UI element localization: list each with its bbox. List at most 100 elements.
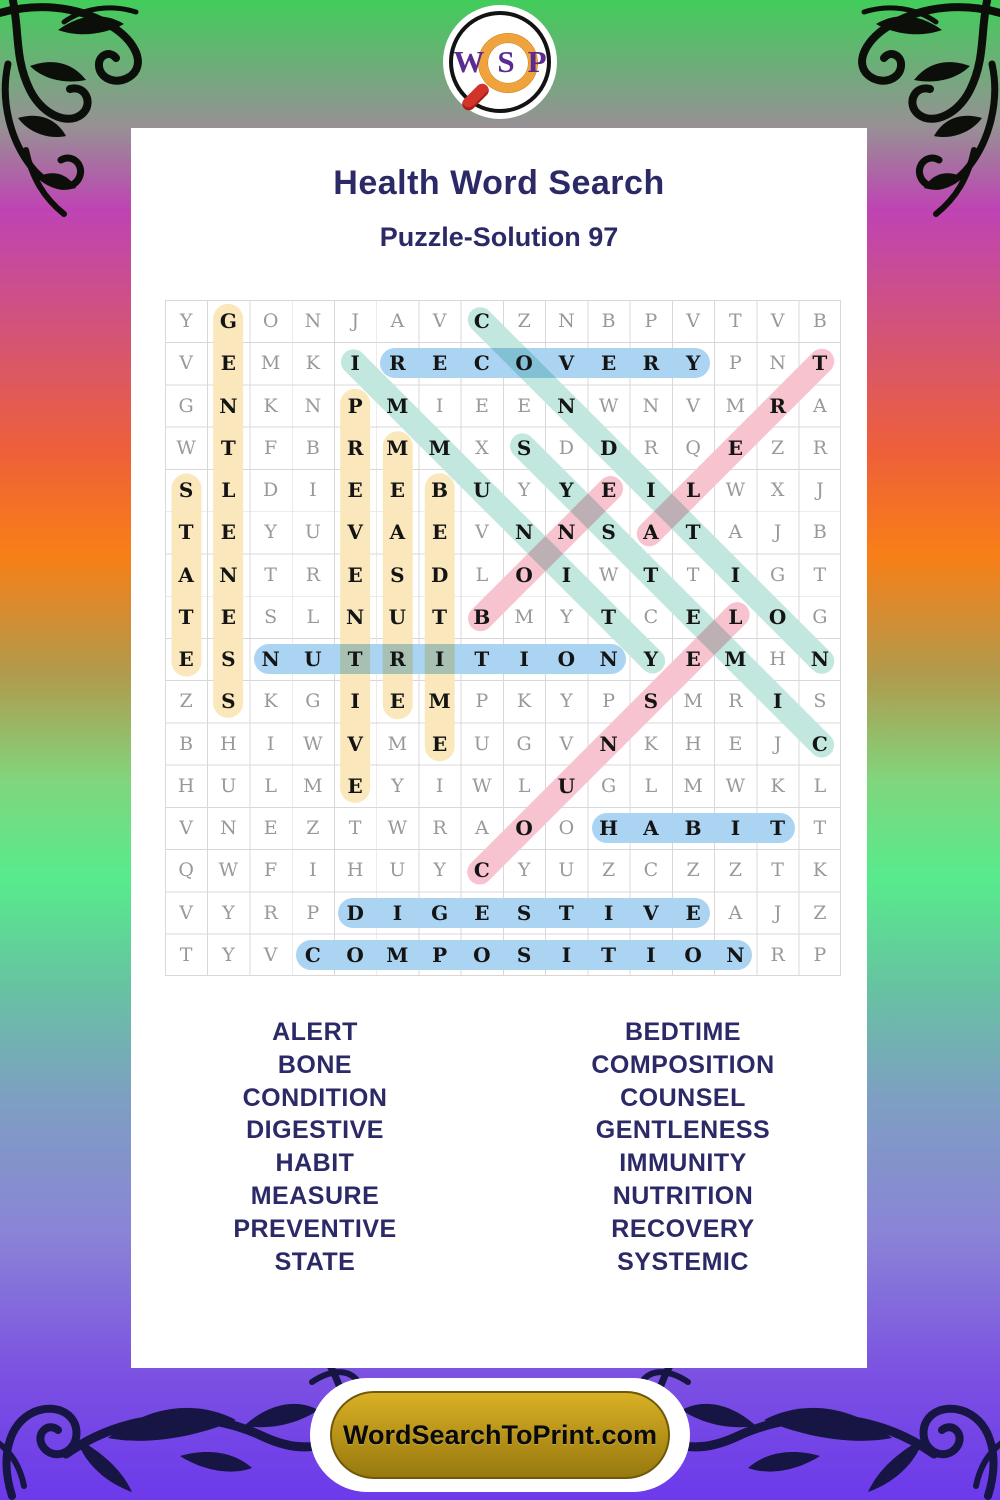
grid-cell: U [389, 859, 406, 882]
grid-cell: T [178, 520, 194, 545]
grid-cell: A [475, 817, 489, 840]
grid-cell: G [812, 605, 828, 628]
grid-cell: N [304, 310, 322, 333]
grid-cell: S [516, 900, 532, 925]
word-list-item: IMMUNITY [619, 1149, 747, 1178]
grid-cell: R [346, 435, 364, 460]
grid-cell: A [643, 520, 659, 545]
grid-cell: S [390, 562, 405, 587]
grid-cell: E [347, 773, 363, 798]
grid-cell: N [557, 520, 576, 545]
grid-cell: M [386, 942, 409, 967]
grid-cell: I [561, 942, 572, 967]
grid-cell: D [430, 562, 449, 587]
grid-cell: B [812, 310, 827, 333]
grid-cell: W [387, 817, 408, 840]
grid-cell: A [728, 521, 743, 544]
grid-cell: T [432, 604, 448, 629]
word-list-item: CONDITION [242, 1083, 388, 1112]
grid-cell: T [812, 351, 828, 376]
grid-cell: N [514, 520, 534, 545]
grid-cell: K [643, 732, 658, 755]
grid-cell: P [475, 690, 489, 713]
grid-cell: K [263, 690, 278, 713]
grid-cell: S [601, 520, 616, 545]
grid-cell: E [432, 520, 448, 545]
grid-cell: I [435, 774, 444, 797]
page-title: Health Word Search [333, 164, 665, 202]
grid-cell: C [473, 309, 490, 334]
grid-cell: Y [560, 690, 573, 713]
grid-cell: T [643, 562, 659, 587]
grid-cell: V [770, 310, 785, 333]
grid-cell: L [306, 605, 320, 628]
grid-cell: C [304, 942, 321, 967]
grid-cell: T [347, 647, 363, 672]
grid-cell: K [812, 859, 827, 882]
grid-cell: M [303, 774, 323, 797]
grid-cell: V [559, 732, 574, 755]
grid-cell: W [598, 563, 619, 586]
grid-cell: G [431, 900, 449, 925]
grid-cell: S [221, 647, 236, 672]
grid-cell: U [304, 521, 321, 544]
grid-cell: S [813, 690, 827, 713]
grid-cell: D [558, 436, 574, 459]
highlight-composition [295, 939, 753, 970]
grid-cell: P [602, 690, 616, 713]
grid-cell: I [309, 479, 317, 502]
puzzle-subtitle: Puzzle-Solution 97 [379, 222, 619, 252]
grid-cell: E [474, 394, 489, 417]
grid-cell: E [685, 900, 701, 925]
grid-cell: L [644, 774, 658, 797]
grid-cell: T [601, 942, 617, 967]
grid-cell: Y [222, 901, 235, 924]
grid-cell: A [390, 310, 405, 333]
grid-cell: I [730, 816, 741, 841]
grid-cell: A [389, 520, 406, 545]
grid-cell: M [683, 774, 703, 797]
grid-cell: S [221, 689, 236, 714]
grid-cell: O [473, 942, 491, 967]
grid-cell: E [728, 732, 743, 755]
grid-cell: T [813, 563, 827, 586]
grid-cell: V [179, 352, 193, 375]
grid-cell: I [350, 689, 360, 714]
grid-cell: N [345, 604, 365, 629]
grid-cell: T [220, 435, 236, 460]
grid-cell: G [305, 690, 321, 713]
grid-cell: O [515, 562, 533, 587]
grid-cell: V [179, 817, 193, 840]
grid-cell: I [646, 478, 656, 503]
grid-cell: E [685, 647, 701, 672]
grid-cell: G [601, 774, 617, 797]
grid-cell: G [516, 732, 532, 755]
word-list-item: RECOVERY [611, 1214, 755, 1243]
grid-cell: T [729, 310, 742, 333]
grid-cell: P [644, 310, 658, 333]
grid-cell: D [346, 900, 364, 925]
grid-cell: R [642, 351, 660, 376]
grid-cell: C [473, 858, 490, 883]
grid-cell: T [770, 816, 786, 841]
grid-cell: S [264, 605, 278, 628]
grid-cell: E [220, 520, 236, 545]
grid-cell: T [686, 563, 700, 586]
grid-cell: I [309, 859, 317, 882]
grid-cell: I [435, 394, 444, 417]
site-logo: W S P [443, 5, 557, 119]
site-link-button[interactable]: WordSearchToPrint.com [330, 1391, 670, 1479]
grid-cell: A [813, 394, 827, 417]
grid-cell: R [728, 690, 743, 713]
grid-cell: I [519, 647, 529, 672]
grid-cell: J [773, 732, 782, 755]
grid-cell: Z [517, 310, 531, 333]
grid-cell: D [599, 435, 618, 460]
grid-cell: M [725, 394, 746, 417]
grid-cell: I [434, 647, 445, 672]
grid-cell: R [812, 436, 828, 459]
word-list-right-column: BEDTIME COMPOSITION COUNSEL GENTLENESS IMMUN… [499, 1016, 867, 1278]
grid-cell: P [432, 942, 448, 967]
word-list-item: PREVENTIVE [233, 1214, 397, 1243]
